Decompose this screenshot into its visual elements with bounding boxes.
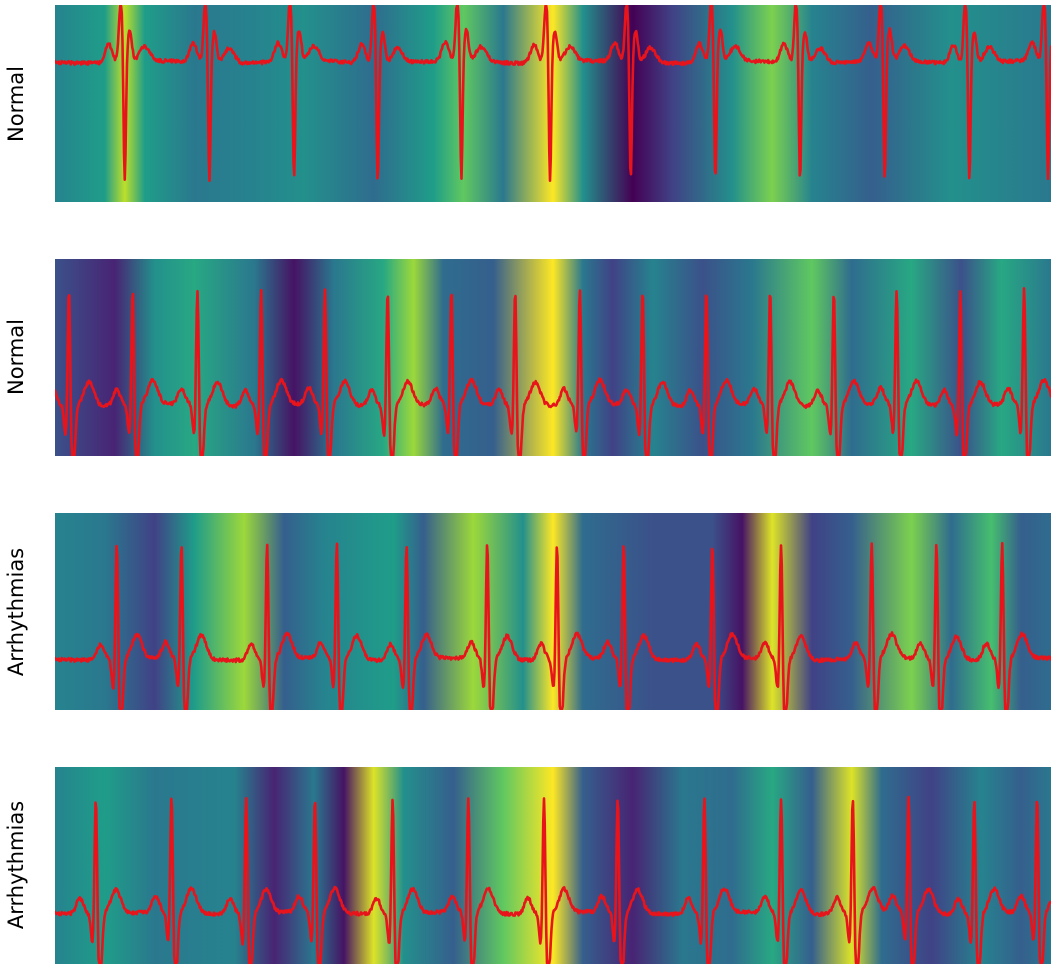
ecg-panel-4: [55, 767, 1051, 964]
row-label-3-text: Arrhythmias: [4, 547, 28, 677]
ecg-trace-line: [55, 286, 1051, 456]
row-label-4-text: Arrhythmias: [4, 800, 28, 930]
ecg-panel-2: [55, 259, 1051, 456]
ecg-panel-3: [55, 513, 1051, 710]
ecg-trace-line: [55, 795, 1051, 964]
ecg-trace-line: [55, 541, 1051, 710]
row-label-1-text: Normal: [4, 66, 28, 142]
row-label-2-text: Normal: [4, 319, 28, 395]
ecg-panel-1-svg: [55, 5, 1051, 202]
ecg-panel-4-svg: [55, 767, 1051, 964]
attention-heatmap-background: [55, 767, 1051, 964]
ecg-panel-1: [55, 5, 1051, 202]
ecg-panel-3-svg: [55, 513, 1051, 710]
ecg-panel-2-svg: [55, 259, 1051, 456]
ecg-trace-line: [55, 5, 1051, 183]
attention-heatmap-background: [55, 259, 1051, 456]
